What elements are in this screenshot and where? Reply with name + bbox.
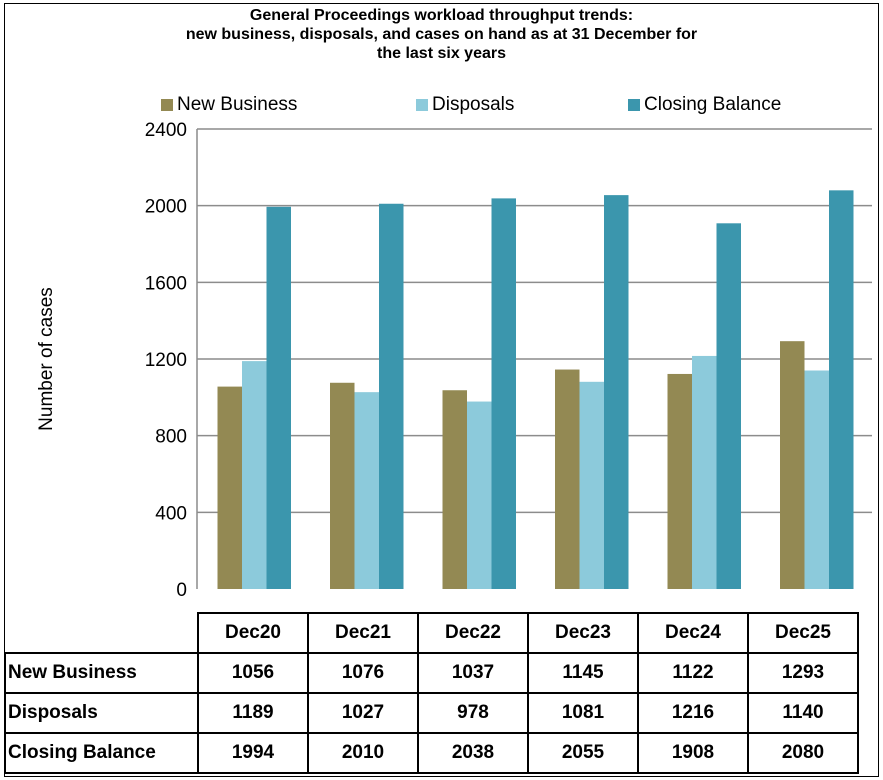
y-tick-label: 2000 [145, 197, 187, 218]
table-row-label: Closing Balance [4, 732, 199, 774]
bar-disposals-dec24 [692, 355, 717, 589]
y-tick-label: 400 [155, 503, 187, 524]
table-row-label: Disposals [4, 692, 199, 734]
bar-closing-balance-dec23 [604, 195, 629, 589]
bar-new-business-dec23 [555, 369, 580, 589]
table-cell: 1908 [637, 732, 749, 774]
table-row-closing-balance: Closing Balance 1994 2010 2038 2055 1908… [4, 732, 859, 774]
bar-closing-balance-dec25 [829, 190, 854, 590]
bar-new-business-dec24 [667, 373, 692, 589]
legend-label-closing-balance: Closing Balance [644, 94, 782, 115]
bar-new-business-dec22 [442, 390, 467, 589]
bar-disposals-dec21 [354, 392, 379, 589]
legend-item-closing-balance: Closing Balance [628, 94, 781, 116]
bar-closing-balance-dec20 [266, 206, 291, 590]
table-cell: 1145 [527, 652, 639, 694]
chart-title-line-3: the last six years [377, 45, 506, 62]
y-axis-label: Number of cases [36, 287, 57, 431]
grid-lines [197, 128, 872, 514]
chart-title: General Proceedings workload throughput … [0, 6, 883, 63]
table-corner-cell [5, 613, 199, 654]
table-cell: 1189 [197, 692, 309, 734]
table-header-dec24: Dec24 [637, 612, 749, 654]
chart-title-line-1: General Proceedings workload throughput … [249, 7, 634, 24]
table-cell: 2055 [527, 732, 639, 774]
y-tick-label: 1600 [145, 273, 187, 294]
chart-title-line-2: new business, disposals, and cases on ha… [185, 26, 698, 43]
bar-disposals-dec22 [467, 401, 492, 589]
legend-item-new-business: New Business [161, 94, 297, 116]
table-cell: 1122 [637, 652, 749, 694]
legend-swatch-closing-balance [628, 99, 640, 111]
y-tick-label: 0 [176, 580, 187, 601]
y-tick-label: 2400 [145, 120, 187, 141]
legend-label-disposals: Disposals [432, 94, 515, 115]
table-cell: 1056 [197, 652, 309, 694]
bar-new-business-dec25 [780, 341, 805, 589]
table-row-disposals: Disposals 1189 1027 978 1081 1216 1140 [4, 692, 859, 734]
table-header-dec21: Dec21 [307, 612, 419, 654]
bar-new-business-dec21 [330, 382, 355, 589]
table-cell: 1140 [747, 692, 859, 734]
legend-label-new-business: New Business [177, 94, 298, 115]
table-header-dec20: Dec20 [197, 612, 309, 654]
bar-closing-balance-dec21 [379, 203, 404, 589]
table-cell: 1994 [197, 732, 309, 774]
table-cell: 978 [417, 692, 529, 734]
chart-frame [4, 3, 879, 777]
bars [217, 190, 854, 590]
table-cell: 1037 [417, 652, 529, 694]
table-cell: 1081 [527, 692, 639, 734]
table-header-dec23: Dec23 [527, 612, 639, 654]
table-cell: 1076 [307, 652, 419, 694]
table-cell: 1293 [747, 652, 859, 694]
data-table: Dec20 Dec21 Dec22 Dec23 Dec24 Dec25 New … [4, 612, 859, 774]
table-header-dec22: Dec22 [417, 612, 529, 654]
bar-disposals-dec20 [242, 361, 267, 589]
legend-swatch-disposals [416, 99, 428, 111]
legend-swatch-new-business [161, 99, 173, 111]
table-row-new-business: New Business 1056 1076 1037 1145 1122 12… [4, 652, 859, 694]
bar-new-business-dec20 [217, 386, 242, 589]
table-cell: 2038 [417, 732, 529, 774]
table-header-row: Dec20 Dec21 Dec22 Dec23 Dec24 Dec25 [5, 612, 859, 654]
y-tick-label: 1200 [145, 350, 187, 371]
bar-closing-balance-dec24 [716, 223, 741, 590]
table-cell: 2010 [307, 732, 419, 774]
table-cell: 1216 [637, 692, 749, 734]
table-row-label: New Business [4, 652, 199, 694]
table-cell: 2080 [747, 732, 859, 774]
bar-disposals-dec25 [804, 370, 829, 589]
bar-closing-balance-dec22 [491, 198, 516, 589]
y-tick-label: 800 [155, 427, 187, 448]
table-header-dec25: Dec25 [747, 612, 859, 654]
legend: New Business Disposals Closing Balance [0, 94, 883, 120]
y-axis-ticks: 0 400 800 1200 1600 2000 2400 [145, 120, 187, 601]
bar-disposals-dec23 [579, 381, 604, 589]
legend-item-disposals: Disposals [416, 94, 514, 116]
table-cell: 1027 [307, 692, 419, 734]
